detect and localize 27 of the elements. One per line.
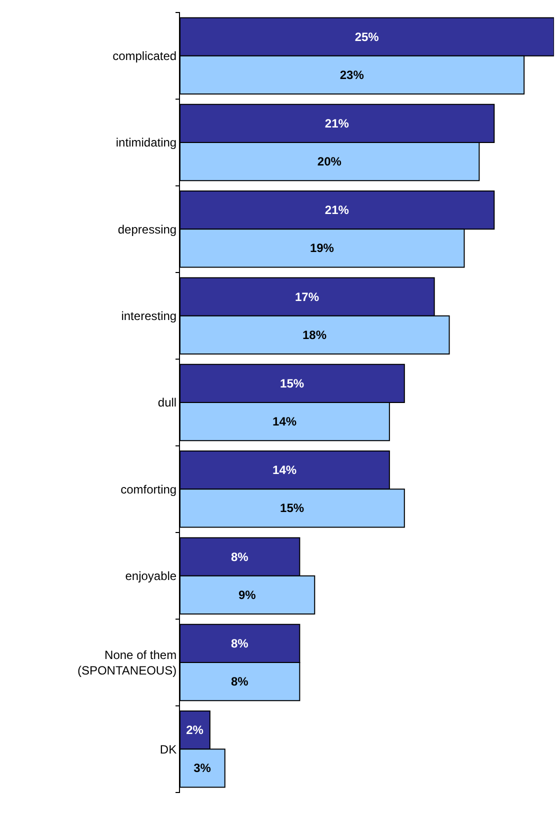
data-label: 20% [317,154,342,169]
data-label: 14% [272,463,297,478]
y-tick-label: depressing [118,222,177,236]
y-tick-label: DK [160,742,177,756]
y-tick-label: complicated [112,49,177,64]
y-tick-label: intimidating [116,136,177,150]
data-label: 9% [238,588,256,602]
data-label: 19% [310,241,334,256]
data-label: 21% [324,116,350,130]
data-label: 17% [294,290,320,304]
y-tick-label: enjoyable [125,569,177,584]
y-tick-label: comforting [120,482,177,496]
data-label: 15% [280,376,304,390]
data-label: 18% [302,328,327,342]
y-tick-label: dull [158,396,177,410]
data-label: 8% [231,636,249,650]
data-label: 3% [194,761,212,776]
data-label: 25% [354,30,380,44]
data-label: 15% [280,501,304,516]
data-label: 23% [340,68,364,82]
data-label: 2% [186,723,204,738]
y-tick-label: None of them (SPONTANEOUS) [77,648,177,678]
y-tick-label: interesting [121,309,177,324]
data-label: 8% [231,550,249,564]
data-label: 14% [272,414,297,429]
data-label: 21% [324,203,350,218]
data-label: 8% [231,674,249,689]
